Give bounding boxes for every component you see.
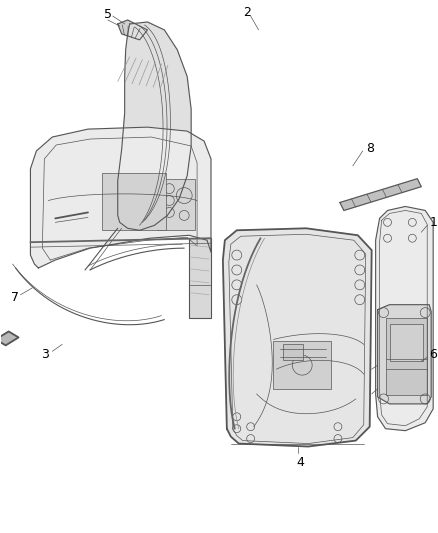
Polygon shape [0, 332, 18, 345]
Polygon shape [340, 179, 421, 211]
Polygon shape [118, 20, 148, 40]
Text: 4: 4 [297, 456, 304, 470]
Polygon shape [378, 305, 431, 404]
Polygon shape [223, 228, 372, 447]
Text: 2: 2 [243, 5, 251, 19]
Bar [102, 173, 166, 230]
Bar [157, 179, 195, 230]
Polygon shape [376, 206, 433, 431]
Text: 6: 6 [429, 348, 437, 361]
Bar [273, 342, 331, 389]
Bar [385, 318, 427, 395]
Bar [389, 324, 423, 361]
Bar [189, 238, 211, 318]
Polygon shape [31, 127, 211, 268]
Text: 8: 8 [366, 142, 374, 156]
Bar [283, 344, 303, 360]
Text: 7: 7 [11, 291, 18, 304]
Text: 5: 5 [104, 7, 112, 21]
Text: 3: 3 [42, 348, 49, 361]
Text: 1: 1 [429, 216, 437, 229]
Polygon shape [118, 22, 191, 230]
